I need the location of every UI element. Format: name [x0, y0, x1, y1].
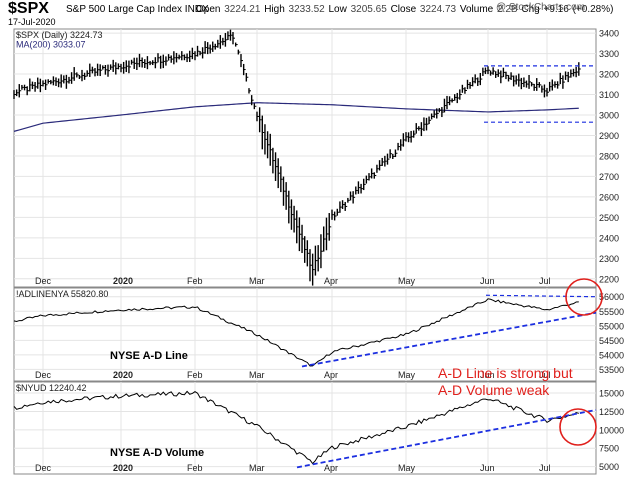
y-tick-label: 55500 — [599, 307, 624, 317]
legend-entry: $NYUD 12240.42 — [16, 383, 87, 393]
x-tick-label: Jul — [539, 370, 551, 380]
ad-volume-panel: 5000 7500 10000 12500 15000 Dec 2020 Feb Mar Apr M… — [13, 381, 624, 475]
high-label: High — [264, 4, 285, 15]
low-value: 3205.65 — [350, 4, 387, 15]
uptrend-line — [296, 409, 597, 469]
highlight-circle — [559, 408, 597, 446]
x-tick-label: May — [398, 463, 416, 473]
x-tick-label: Jul — [539, 276, 551, 286]
y-tick-label: 3100 — [599, 90, 619, 100]
close-label: Close — [390, 4, 417, 15]
x-tick-label: Dec — [35, 370, 52, 380]
x-tick-label: Jun — [480, 463, 495, 473]
panel-frame — [13, 287, 597, 382]
index-full-name: S&P 500 Large Cap Index — [66, 4, 183, 15]
highlight-circle — [565, 278, 603, 316]
x-tick-label: Apr — [324, 370, 338, 380]
x-tick-label: Apr — [324, 276, 338, 286]
y-tick-label: 2900 — [599, 131, 619, 141]
y-tick-label: 10000 — [599, 425, 624, 435]
y-tick-label: 7500 — [599, 444, 619, 454]
chart-date: 17-Jul-2020 — [8, 17, 56, 27]
series-line — [13, 390, 579, 465]
x-tick-label: 2020 — [113, 276, 133, 286]
x-tick-label: May — [398, 370, 416, 380]
x-tick-label: Jun — [480, 370, 495, 380]
x-tick-label: Jun — [480, 276, 495, 286]
y-tick-label: 2600 — [599, 192, 619, 202]
x-tick-label: 2020 — [113, 370, 133, 380]
x-tick-label: Mar — [249, 276, 265, 286]
series-line — [13, 298, 579, 367]
open-label: Open — [196, 4, 221, 15]
y-tick-label: 3300 — [599, 49, 619, 59]
x-tick-label: Feb — [187, 276, 203, 286]
annotation-line-1: A-D Line is strong but — [438, 365, 573, 381]
legend-entry: !ADLINENYA 55820.80 — [16, 289, 108, 299]
price-panel: 2200 2300 2400 2500 2600 2700 2800 2900 3000 3100… — [13, 28, 619, 288]
y-tick-label: 2500 — [599, 213, 619, 223]
y-tick-label: 12500 — [599, 407, 624, 417]
y-tick-label: 3000 — [599, 111, 619, 121]
y-tick-label: 2800 — [599, 151, 619, 161]
y-tick-label: 2200 — [599, 274, 619, 284]
close-value: 3224.73 — [419, 4, 457, 15]
x-tick-label: Apr — [324, 463, 338, 473]
x-tick-label: Mar — [249, 370, 265, 380]
y-tick-label: 55000 — [599, 321, 624, 331]
y-tick-label: 5000 — [599, 462, 619, 472]
x-tick-label: Mar — [249, 463, 265, 473]
y-tick-label: 2400 — [599, 233, 619, 243]
volume-label: Volume — [459, 4, 494, 15]
high-value: 3233.52 — [288, 4, 325, 15]
y-tick-label: 15000 — [599, 389, 624, 399]
x-tick-label: Jul — [539, 463, 551, 473]
chg-value: +9.16 (+0.28%) — [543, 4, 614, 15]
annotation-line-2: A-D Volume weak — [438, 382, 550, 398]
symbol-title: $SPX — [8, 0, 49, 17]
resistance-line — [485, 294, 597, 298]
chg-label: Chg — [521, 4, 540, 15]
x-tick-label: May — [398, 276, 416, 286]
low-label: Low — [328, 4, 347, 15]
y-tick-label: 54000 — [599, 350, 624, 360]
y-tick-label: 56000 — [599, 292, 624, 302]
x-tick-label: Feb — [187, 370, 203, 380]
x-tick-label: 2020 — [113, 463, 133, 473]
volume-value: 2.2B — [497, 4, 518, 15]
open-value: 3224.21 — [224, 4, 261, 15]
index-name: S&P 500 Large Cap Index INDX — [66, 4, 209, 15]
x-tick-label: Feb — [187, 463, 203, 473]
y-tick-label: 3200 — [599, 70, 619, 80]
ohlc-readout: Open 3224.21 High 3233.52 Low 3205.65 Cl… — [196, 4, 613, 15]
y-tick-label: 2700 — [599, 172, 619, 182]
legend-entry: $SPX (Daily) 3224.73 — [16, 30, 103, 40]
ad-line-panel: 53500 54000 54500 55000 55500 56000 Dec 2020 Feb… — [13, 287, 624, 382]
panel-frame — [13, 28, 597, 288]
legend-entry: MA(200) 3033.07 — [16, 40, 86, 50]
watermark: @ StockCharts.com — [496, 2, 586, 13]
y-tick-label: 54500 — [599, 336, 624, 346]
x-tick-label: Dec — [35, 463, 52, 473]
uptrend-line — [301, 311, 597, 368]
panel-label: NYSE A-D Line — [110, 350, 188, 362]
exchange-code: INDX — [184, 4, 209, 15]
y-tick-label: 53500 — [599, 365, 624, 375]
panel-label: NYSE A-D Volume — [110, 447, 204, 459]
y-tick-label: 3400 — [599, 29, 619, 39]
x-tick-label: Dec — [35, 276, 52, 286]
y-tick-label: 2300 — [599, 254, 619, 264]
ma200-line — [13, 102, 579, 132]
